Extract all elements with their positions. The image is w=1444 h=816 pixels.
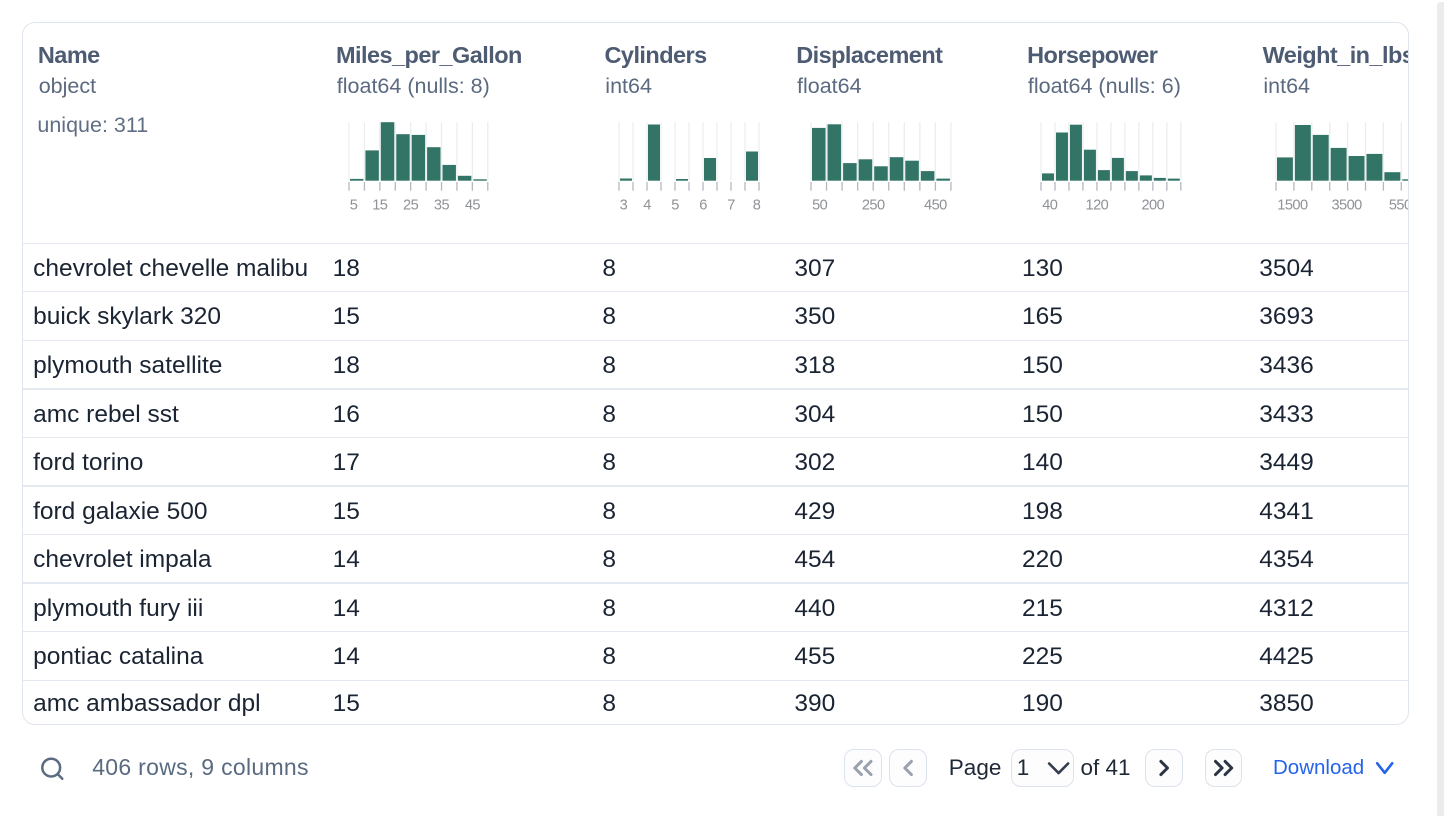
svg-text:15: 15 <box>373 198 389 214</box>
svg-text:4: 4 <box>643 198 651 214</box>
svg-text:1500: 1500 <box>1277 198 1308 214</box>
svg-text:25: 25 <box>403 198 419 214</box>
svg-text:45: 45 <box>465 198 481 214</box>
svg-text:3500: 3500 <box>1331 198 1362 214</box>
svg-text:35: 35 <box>434 198 450 214</box>
svg-text:8: 8 <box>753 198 761 214</box>
svg-text:250: 250 <box>862 198 885 214</box>
svg-text:5500: 5500 <box>1389 198 1409 214</box>
svg-text:50: 50 <box>812 198 828 214</box>
svg-text:3: 3 <box>620 198 628 214</box>
svg-text:120: 120 <box>1085 198 1108 214</box>
svg-text:450: 450 <box>924 198 947 214</box>
svg-text:6: 6 <box>699 198 707 214</box>
svg-text:7: 7 <box>727 198 735 214</box>
svg-text:5: 5 <box>671 198 679 214</box>
svg-text:200: 200 <box>1141 198 1164 214</box>
svg-text:5: 5 <box>350 198 358 214</box>
svg-text:40: 40 <box>1042 198 1058 214</box>
